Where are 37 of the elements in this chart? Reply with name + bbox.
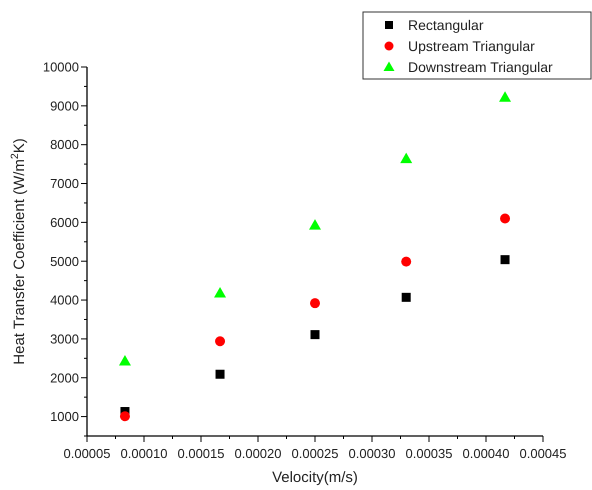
y-tick-label: 5000 (50, 254, 79, 269)
point (215, 336, 226, 346)
x-tick-label: 0.00035 (406, 446, 452, 461)
point (401, 256, 412, 267)
y-tick-label: 7000 (50, 176, 79, 192)
point (500, 213, 510, 224)
y-tick-label: 8000 (50, 137, 79, 152)
point (214, 287, 226, 298)
point (120, 411, 130, 422)
y-tick-label: 4000 (50, 292, 79, 308)
y-tick-label: 1000 (50, 409, 79, 424)
x-tick-label: 0.00020 (234, 446, 282, 461)
point (309, 219, 321, 230)
x-tick-label: 0.00025 (292, 446, 338, 461)
x-tick-label: 0.00045 (520, 446, 566, 461)
point (500, 255, 510, 264)
point (310, 330, 320, 340)
y-tick-label: 9000 (50, 98, 79, 114)
legend-label: Downstream Triangular (408, 58, 554, 75)
point (400, 152, 412, 164)
x-axis-title: Velocity(m/s) (272, 469, 358, 486)
x-tick-label: 0.00010 (120, 446, 168, 461)
y-tick-label: 10000 (42, 60, 79, 75)
y-tick-label: 2000 (50, 370, 79, 386)
x-tick-label: 0.00005 (64, 446, 110, 461)
x-tick-label: 0.00040 (462, 446, 510, 461)
point (499, 91, 512, 102)
x-tick-label: 0.00015 (178, 446, 224, 461)
legend-label: Upstream Triangular (408, 38, 536, 54)
point (310, 298, 320, 308)
legend-label: Rectangular (408, 16, 484, 33)
point (216, 370, 225, 379)
y-tick-label: 3000 (50, 331, 79, 346)
x-tick-label: 0.00030 (348, 446, 396, 461)
point (118, 355, 131, 366)
point (402, 292, 411, 302)
y-tick-label: 6000 (50, 214, 79, 230)
